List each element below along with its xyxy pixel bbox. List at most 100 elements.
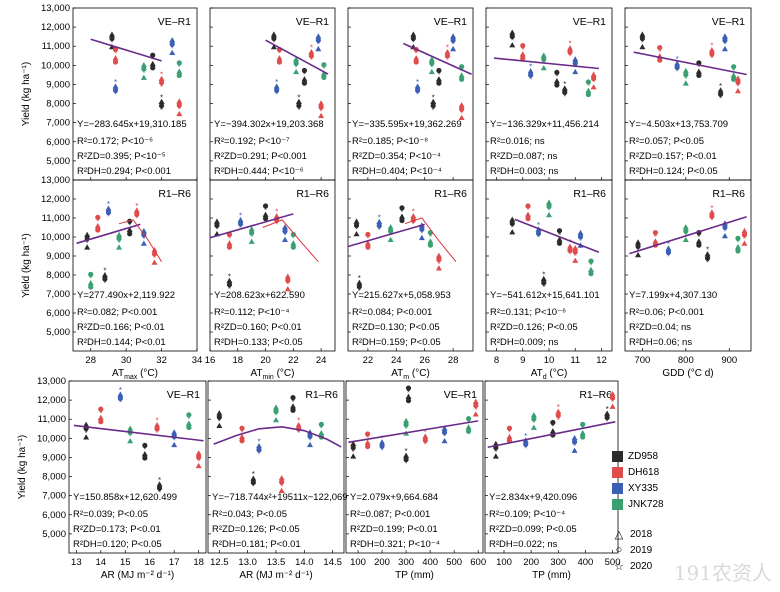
stage-label: R1–R6	[296, 188, 329, 200]
data-point	[142, 442, 148, 449]
data-point	[590, 84, 597, 90]
data-point: *	[119, 399, 122, 408]
data-point	[256, 442, 262, 449]
data-point	[572, 56, 579, 62]
data-point	[525, 216, 531, 222]
data-point: *	[110, 39, 113, 48]
legend-label: 2018	[630, 528, 653, 540]
data-point: *	[568, 52, 571, 61]
data-point	[185, 420, 192, 426]
panel-11: 12.5 13.0 13.5 14.0 14.5 AR (MJ m⁻² d⁻¹) R1–R6…	[207, 380, 348, 581]
data-point	[509, 216, 516, 222]
data-point	[415, 87, 421, 93]
legend-symbol: ☆	[614, 560, 624, 573]
y-tick-label: 12,000	[41, 194, 70, 205]
data-point: *	[283, 231, 286, 240]
data-point	[308, 48, 315, 55]
data-point	[376, 218, 383, 225]
data-point	[356, 279, 363, 285]
data-point	[315, 37, 321, 43]
data-point	[273, 83, 280, 89]
data-point	[741, 227, 748, 234]
equation: Y=150.858x+12,620.499	[73, 492, 177, 503]
x-tick-label: 400	[577, 557, 593, 568]
data-point: *	[710, 217, 713, 226]
data-point	[609, 391, 616, 397]
stat-line: R²DH=0.06; ns	[629, 337, 692, 348]
data-point	[735, 79, 741, 85]
data-point: *	[218, 417, 221, 426]
data-point	[112, 46, 119, 53]
data-point: *	[736, 83, 739, 92]
data-point: *	[142, 69, 145, 78]
data-point	[98, 406, 104, 412]
data-point: *	[303, 71, 306, 80]
x-axis-label: ATmin (°C)	[251, 368, 295, 381]
x-axis-label: TP (mm)	[395, 570, 434, 581]
data-point	[458, 114, 465, 120]
data-point	[731, 64, 737, 70]
data-point	[556, 236, 563, 242]
data-point	[105, 205, 112, 211]
stat-line: R²=0.016; ns	[490, 136, 545, 147]
data-point: *	[547, 207, 550, 216]
data-point	[704, 251, 711, 257]
equation: Y=−718.744x²+19511x−122,069	[212, 492, 348, 503]
data-point	[290, 231, 296, 238]
data-point	[604, 410, 611, 416]
data-point	[399, 205, 405, 211]
data-point	[430, 98, 437, 104]
data-point	[696, 72, 702, 79]
data-point	[540, 275, 547, 282]
data-point	[296, 103, 302, 109]
data-point	[472, 398, 479, 404]
data-point	[108, 31, 115, 37]
data-point: *	[592, 79, 595, 88]
data-point: *	[430, 63, 433, 72]
data-point	[239, 433, 245, 440]
data-point: *	[412, 220, 415, 229]
data-point	[708, 209, 715, 215]
x-axis-label: TP (mm)	[532, 570, 571, 581]
data-point: *	[378, 226, 381, 235]
data-point	[535, 230, 542, 236]
data-point	[741, 232, 748, 238]
data-point: *	[114, 78, 117, 87]
data-point: *	[160, 83, 163, 92]
data-point	[248, 226, 255, 232]
stat-line: R²DH=0.144; P<0.01	[77, 337, 166, 348]
data-point	[353, 222, 360, 228]
x-tick-label: 500	[446, 557, 462, 568]
data-point	[410, 213, 417, 219]
x-axis-label: GDD (°C d)	[662, 368, 713, 379]
data-point: *	[416, 78, 419, 87]
data-point	[388, 228, 394, 234]
data-point	[270, 31, 277, 37]
x-axis-label: AR (MJ m⁻² d⁻¹)	[239, 570, 312, 581]
data-point: *	[437, 71, 440, 80]
stage-label: R1–R6	[579, 389, 612, 401]
data-point: *	[474, 406, 477, 415]
data-point	[427, 238, 434, 244]
data-point: *	[542, 270, 545, 279]
data-point	[657, 44, 663, 51]
legend-label: ZD958	[628, 450, 659, 462]
data-point: *	[606, 405, 609, 414]
data-point	[237, 221, 244, 227]
data-point: *	[158, 476, 161, 485]
legend-swatch	[612, 498, 623, 510]
panel-1: VE–R1************ *Y=−394.302x+19,203.368…	[209, 7, 336, 181]
legend: ZD958 DH618 XY335 JNK728 △ 2018 ○ 2019 ☆ 2020	[612, 448, 712, 574]
data-point	[274, 87, 280, 93]
data-point	[571, 434, 578, 441]
data-point	[556, 240, 563, 246]
data-point: *	[460, 109, 463, 118]
stat-line: R²DH=0.321; P<10⁻⁴	[350, 539, 440, 550]
data-point: *	[542, 60, 545, 69]
data-point	[730, 72, 737, 78]
data-point	[290, 240, 297, 246]
data-point	[116, 244, 123, 250]
stat-line: R²=0.109; P<10⁻⁴	[489, 509, 565, 520]
data-point	[169, 37, 176, 43]
data-point	[572, 245, 579, 251]
